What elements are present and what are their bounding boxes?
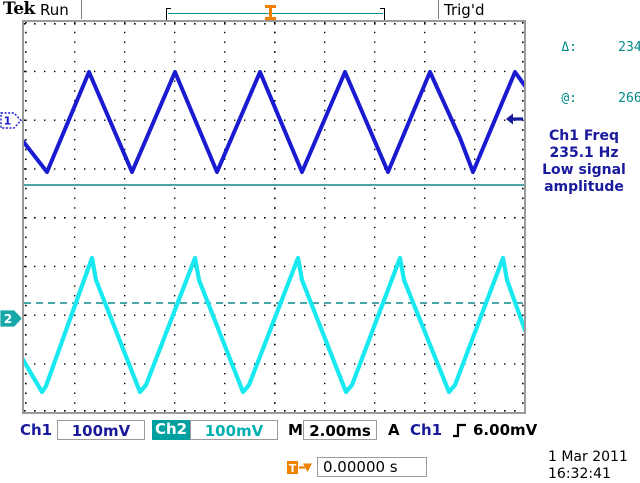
time-label: 16:32:41 (548, 466, 611, 482)
timebase-prefix-label: M (288, 421, 303, 439)
measurement-name: Ch1 Freq (549, 128, 619, 144)
ch2-reference-marker[interactable]: 2 (0, 310, 22, 327)
ch1-trace (24, 70, 524, 174)
record-view-line (168, 13, 383, 14)
ch1-reference-marker[interactable]: 1 (0, 112, 22, 129)
header-divider-right (438, 0, 439, 19)
ch2-label[interactable]: Ch2 (152, 420, 190, 440)
trigger-state-label: Trig'd (444, 1, 485, 19)
cursor-at-row: @: 266mV (530, 73, 640, 124)
svg-text:T: T (289, 462, 297, 475)
cursor-delta-row: Δ: 234mV (530, 22, 640, 73)
graticule-grid (24, 22, 524, 412)
bottom-settings-bar: Ch1 100mV Ch2 100mV M 2.00ms A Ch1 6.00m… (0, 419, 640, 443)
waveform-traces (24, 70, 524, 395)
trigger-position-value-box[interactable]: 0.00000 s (317, 457, 427, 477)
trigger-prefix-label: A (388, 421, 400, 439)
datetime-readout: 1 Mar 2011 16:32:41 (548, 449, 638, 483)
cursor-at-value: 266mV (618, 91, 640, 106)
cursor-delta-label: Δ: (561, 40, 577, 55)
measurement-warning-line1: Low signal (542, 162, 626, 178)
ch2-marker-label: 2 (4, 312, 12, 326)
measurement-warning-line2: amplitude (544, 179, 624, 195)
ch2-trace (24, 255, 524, 395)
waveform-graticule[interactable] (22, 20, 526, 414)
ch1-label[interactable]: Ch1 (20, 421, 53, 439)
trigger-source-label[interactable]: Ch1 (410, 421, 443, 439)
tek-brand-logo: Tek (3, 0, 35, 19)
ch1-scale-box[interactable]: 100mV (57, 420, 145, 440)
trigger-level-arrow-icon[interactable] (506, 111, 524, 125)
ch1-marker-label: 1 (4, 115, 12, 128)
ch2-scale-box[interactable]: 100mV (190, 420, 278, 440)
timebase-box[interactable]: 2.00ms (303, 420, 377, 440)
header-divider-left (81, 0, 82, 19)
trigger-position-top-icon[interactable] (265, 5, 276, 20)
cursor-delta-value: 234mV (618, 40, 640, 55)
measurement-readout-panel: Ch1 Freq 235.1 Hz Low signal amplitude (528, 128, 640, 196)
date-label: 1 Mar 2011 (548, 449, 628, 465)
cursor-at-label: @: (561, 91, 577, 106)
trigger-level-label[interactable]: 6.00mV (473, 421, 538, 439)
measurement-value: 235.1 Hz (549, 145, 619, 161)
acquisition-state-label: Run (40, 1, 69, 19)
rising-edge-icon (452, 423, 468, 438)
trigger-position-readout-icon[interactable]: T (287, 460, 313, 475)
cursor-readout-panel: Δ: 234mV @: 266mV (530, 22, 640, 124)
